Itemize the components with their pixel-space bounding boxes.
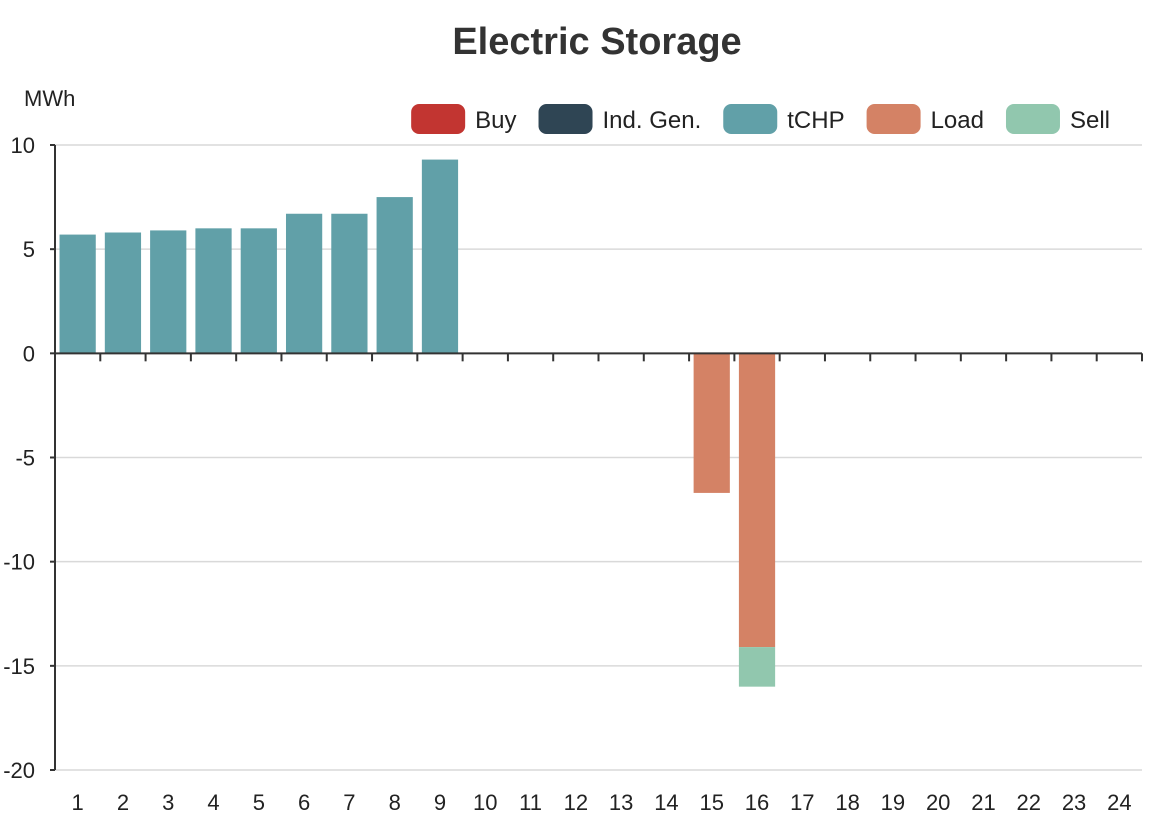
bar-tchp-7[interactable] [331, 213, 368, 354]
legend-swatch [866, 104, 921, 134]
x-tick-label: 11 [519, 790, 542, 815]
legend-label: tCHP [787, 107, 844, 134]
bar-tchp-4[interactable] [195, 228, 232, 354]
x-tick-label: 14 [654, 790, 678, 815]
bar-tchp-9[interactable] [421, 159, 459, 354]
y-tick-labels: 10 5 0 -5 -10 -15 -20 [3, 133, 35, 783]
bar-tchp-2[interactable] [104, 232, 142, 354]
legend-item-load[interactable]: Load [866, 104, 984, 134]
legend-label: Buy [475, 107, 516, 134]
bar-sell-16[interactable] [738, 647, 776, 687]
x-tick-label: 21 [971, 790, 995, 815]
y-tick-label: 5 [23, 237, 35, 262]
x-tick-label: 3 [162, 790, 174, 815]
x-tick-label: 12 [564, 790, 588, 815]
x-tick-label: 8 [389, 790, 401, 815]
x-tick-label: 18 [835, 790, 859, 815]
y-tick-label: 10 [11, 133, 35, 158]
legend-swatch [723, 104, 778, 134]
x-tick-label: 13 [609, 790, 633, 815]
legend-swatch [411, 104, 466, 134]
legend-label: Load [931, 107, 984, 134]
legend-item-tchp[interactable]: tCHP [723, 104, 845, 134]
x-tick-label: 9 [434, 790, 446, 815]
legend-label: Sell [1070, 107, 1110, 134]
legend-item-sell[interactable]: Sell [1005, 104, 1110, 134]
legend-swatch [1005, 104, 1060, 134]
x-tick-label: 10 [473, 790, 497, 815]
grid-lines [55, 144, 1142, 771]
axes [50, 144, 1143, 771]
x-tick-labels: 1 2 3 4 5 6 7 8 9 10 11 12 13 14 15 16 17 18 19 20 21 22 23 24 [72, 790, 1132, 815]
x-tick-label: 6 [298, 790, 310, 815]
x-tick-label: 20 [926, 790, 950, 815]
legend[interactable]: Buy Ind. Gen. tCHP Load Sell [411, 104, 1110, 134]
legend-swatch [538, 104, 593, 134]
bars [59, 159, 776, 687]
y-tick-label: -15 [3, 654, 35, 679]
bar-tchp-8[interactable] [376, 197, 413, 354]
x-tick-label: 2 [117, 790, 129, 815]
bar-tchp-6[interactable] [285, 213, 323, 354]
legend-item-ind-gen[interactable]: Ind. Gen. [538, 104, 702, 134]
legend-label: Ind. Gen. [603, 107, 702, 134]
y-tick-label: -5 [15, 446, 35, 471]
y-tick-label: -20 [3, 758, 35, 783]
bar-tchp-1[interactable] [59, 234, 96, 354]
bar-tchp-5[interactable] [240, 228, 277, 354]
x-tick-label: 19 [881, 790, 905, 815]
chart-title: Electric Storage [452, 21, 741, 63]
bar-tchp-3[interactable] [150, 230, 187, 354]
bar-load-15[interactable] [693, 353, 730, 493]
x-tick-label: 15 [699, 790, 723, 815]
legend-item-buy[interactable]: Buy [411, 104, 517, 134]
x-tick-label: 23 [1062, 790, 1086, 815]
y-tick-label: 0 [23, 341, 35, 366]
x-tick-label: 7 [343, 790, 355, 815]
y-axis-unit-label: MWh [24, 86, 75, 111]
x-tick-label: 16 [745, 790, 769, 815]
x-tick-label: 22 [1017, 790, 1041, 815]
x-tick-label: 5 [253, 790, 265, 815]
y-tick-label: -10 [3, 550, 35, 575]
bar-load-16[interactable] [738, 353, 776, 648]
x-tick-label: 4 [207, 790, 219, 815]
x-tick-label: 1 [72, 790, 84, 815]
x-tick-label: 17 [790, 790, 814, 815]
x-tick-label: 24 [1107, 790, 1131, 815]
